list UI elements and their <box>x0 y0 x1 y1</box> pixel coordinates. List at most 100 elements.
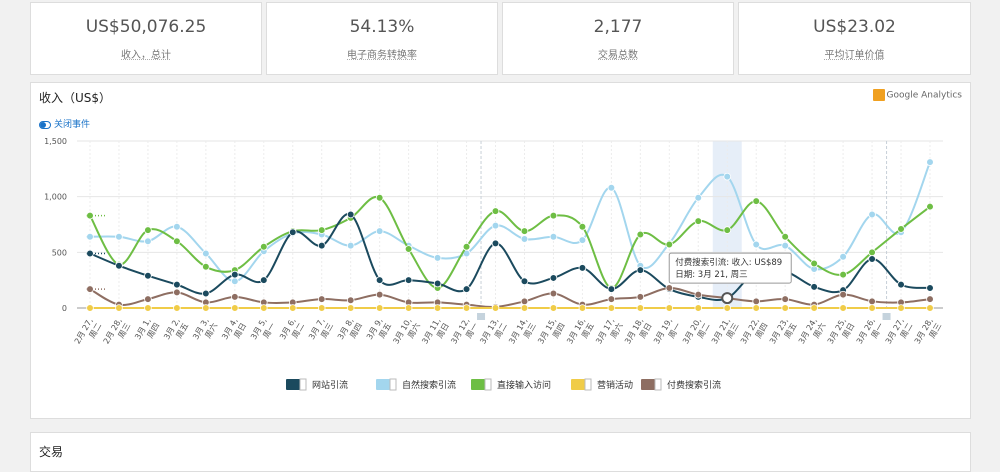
data-point[interactable] <box>897 304 905 312</box>
data-point[interactable] <box>665 284 674 292</box>
data-point[interactable] <box>752 197 761 205</box>
data-point[interactable] <box>926 284 934 292</box>
data-point[interactable] <box>491 304 500 312</box>
kpi-label[interactable]: 收入，总计 <box>121 50 171 61</box>
data-point[interactable] <box>520 235 529 243</box>
data-point[interactable] <box>520 304 529 312</box>
data-point[interactable] <box>317 226 326 234</box>
data-point[interactable] <box>810 259 818 268</box>
data-point[interactable] <box>462 242 471 251</box>
data-point[interactable] <box>375 193 384 202</box>
data-point[interactable] <box>173 222 181 231</box>
data-point[interactable] <box>868 248 876 257</box>
data-point[interactable] <box>346 241 355 250</box>
data-point[interactable] <box>636 304 645 312</box>
data-point[interactable] <box>520 227 529 235</box>
data-point[interactable] <box>868 297 876 306</box>
toggle-events[interactable]: 关闭事件 <box>39 117 90 130</box>
data-point[interactable] <box>86 211 94 220</box>
data-point[interactable] <box>491 221 500 230</box>
data-point[interactable] <box>144 271 152 280</box>
data-point[interactable] <box>173 280 181 289</box>
data-point[interactable] <box>259 276 268 284</box>
data-point[interactable] <box>781 295 789 303</box>
data-point[interactable] <box>144 237 152 246</box>
legend-item-2[interactable]: 直接输入访问 <box>471 378 551 391</box>
data-point[interactable] <box>752 240 761 249</box>
data-point[interactable] <box>346 296 355 305</box>
data-point[interactable] <box>231 277 239 286</box>
data-point[interactable] <box>202 263 210 271</box>
kpi-label[interactable]: 电子商务转换率 <box>347 50 417 61</box>
data-point[interactable] <box>259 242 268 251</box>
annotation-marker[interactable] <box>882 313 891 320</box>
data-point[interactable] <box>259 304 268 312</box>
data-point[interactable] <box>433 304 442 312</box>
data-point[interactable] <box>665 304 674 312</box>
data-point[interactable] <box>404 276 413 284</box>
data-point[interactable] <box>375 304 384 312</box>
legend-item-3[interactable]: 营销活动 <box>571 378 633 391</box>
data-point[interactable] <box>231 270 239 279</box>
data-point[interactable] <box>231 293 239 301</box>
data-point[interactable] <box>926 158 934 166</box>
kpi-label[interactable]: 平均订单价值 <box>824 50 885 61</box>
data-point[interactable] <box>607 183 616 192</box>
data-point[interactable] <box>781 304 789 312</box>
data-point[interactable] <box>404 304 413 312</box>
annotation-marker[interactable] <box>477 313 486 320</box>
data-point[interactable] <box>694 217 703 225</box>
data-point[interactable] <box>723 304 732 312</box>
data-point[interactable] <box>520 277 529 286</box>
data-point[interactable] <box>578 304 587 312</box>
data-point[interactable] <box>781 232 789 241</box>
data-point[interactable] <box>317 241 326 250</box>
data-point[interactable] <box>144 295 152 303</box>
data-point[interactable] <box>723 226 732 234</box>
data-point[interactable] <box>520 297 529 306</box>
data-point[interactable] <box>462 285 471 293</box>
data-point[interactable] <box>462 304 471 312</box>
data-point[interactable] <box>317 295 326 303</box>
data-point[interactable] <box>694 193 703 202</box>
data-point[interactable] <box>694 290 703 299</box>
data-point[interactable] <box>86 232 94 241</box>
data-point[interactable] <box>752 297 761 306</box>
data-point[interactable] <box>86 249 94 258</box>
data-point[interactable] <box>607 295 616 303</box>
data-point[interactable] <box>173 237 181 246</box>
data-point[interactable] <box>404 245 413 253</box>
data-point[interactable] <box>897 225 905 233</box>
data-point[interactable] <box>636 266 645 274</box>
data-point[interactable] <box>288 304 297 312</box>
data-point[interactable] <box>491 239 500 248</box>
data-point[interactable] <box>839 252 847 261</box>
data-point[interactable] <box>288 228 297 237</box>
data-point[interactable] <box>578 264 587 272</box>
data-point[interactable] <box>636 293 645 301</box>
data-point[interactable] <box>549 274 558 282</box>
data-point[interactable] <box>839 270 847 279</box>
data-point[interactable] <box>144 226 152 234</box>
data-point[interactable] <box>636 230 645 239</box>
data-point[interactable] <box>115 232 123 241</box>
legend-item-0[interactable]: 网站引流 <box>286 378 348 391</box>
data-point[interactable] <box>549 232 558 241</box>
data-point[interactable] <box>173 304 181 312</box>
data-point[interactable] <box>375 227 384 235</box>
data-point[interactable] <box>752 304 761 312</box>
data-point[interactable] <box>346 304 355 312</box>
data-point[interactable] <box>926 295 934 303</box>
data-point[interactable] <box>578 236 587 244</box>
data-point[interactable] <box>781 241 789 250</box>
data-point[interactable] <box>317 304 326 312</box>
data-point[interactable] <box>665 240 674 249</box>
data-point[interactable] <box>86 285 94 293</box>
legend-item-4[interactable]: 付费搜索引流 <box>641 378 721 391</box>
data-point[interactable] <box>375 276 384 284</box>
data-point[interactable] <box>144 304 152 312</box>
data-point[interactable] <box>810 304 818 312</box>
data-point[interactable] <box>433 279 442 288</box>
kpi-label[interactable]: 交易总数 <box>598 50 638 61</box>
